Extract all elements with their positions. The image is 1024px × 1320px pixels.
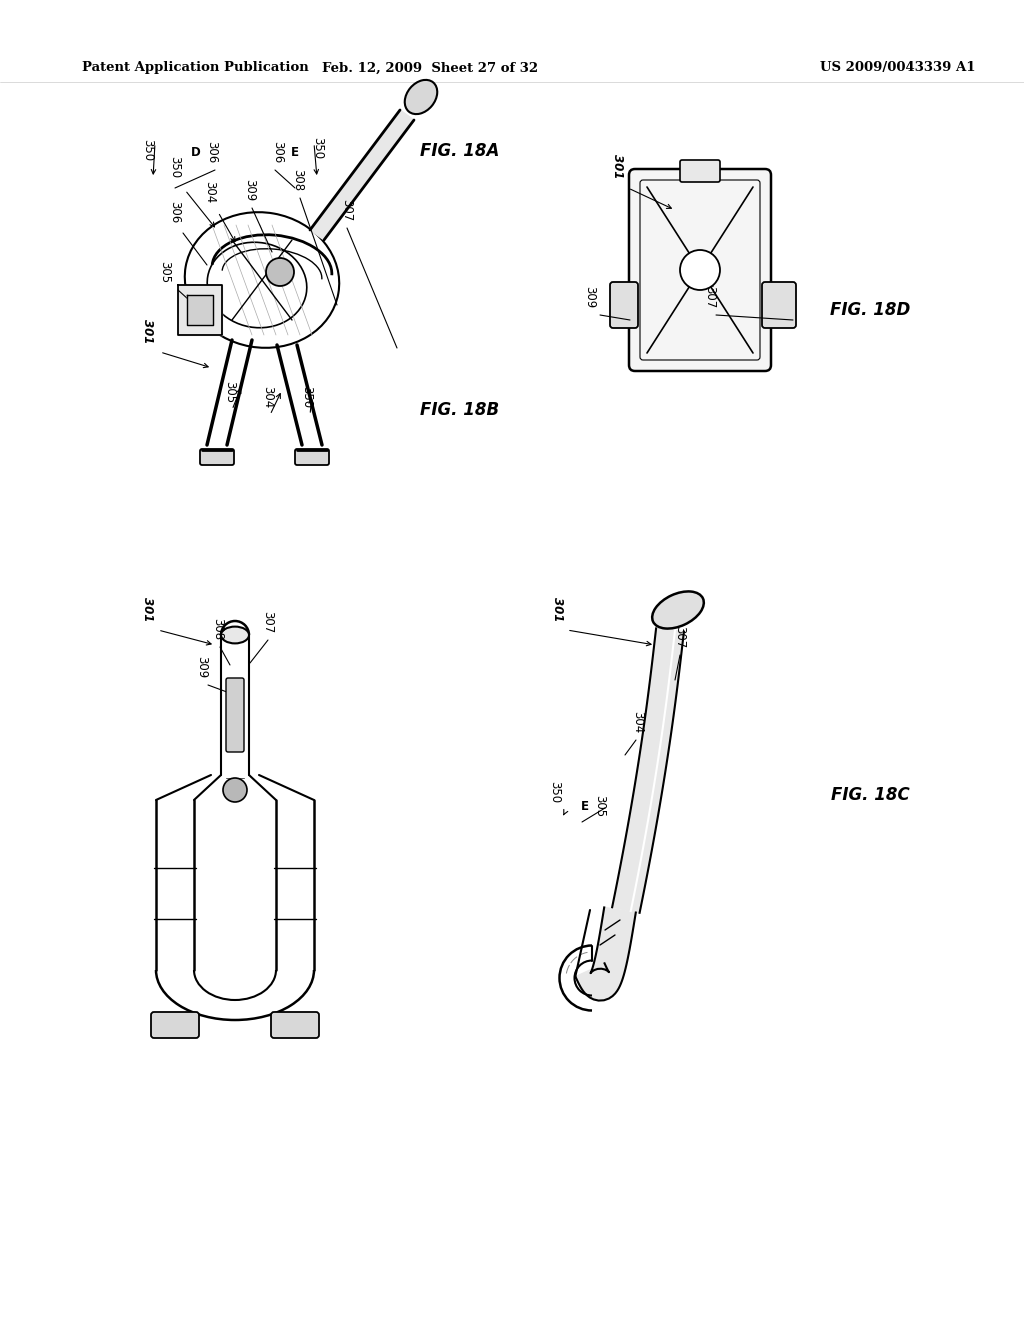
Text: FIG. 18D: FIG. 18D: [829, 301, 910, 319]
FancyBboxPatch shape: [226, 678, 244, 752]
Text: 301: 301: [141, 318, 155, 343]
Polygon shape: [178, 285, 222, 335]
Text: 301: 301: [611, 153, 625, 178]
Text: 309: 309: [244, 178, 256, 201]
Text: 350: 350: [311, 137, 325, 158]
Text: E: E: [291, 147, 299, 158]
Text: 350: 350: [549, 781, 561, 803]
FancyBboxPatch shape: [151, 1012, 199, 1038]
FancyBboxPatch shape: [295, 449, 329, 465]
Text: FIG. 18B: FIG. 18B: [421, 401, 500, 418]
Text: 309: 309: [196, 656, 209, 678]
Text: 307: 307: [674, 626, 686, 648]
Text: FIG. 18C: FIG. 18C: [830, 785, 909, 804]
Text: 308: 308: [212, 618, 224, 640]
Text: US 2009/0043339 A1: US 2009/0043339 A1: [820, 62, 976, 74]
Text: 350: 350: [141, 139, 155, 161]
Text: 307: 307: [341, 199, 353, 220]
FancyBboxPatch shape: [271, 1012, 319, 1038]
Text: 305: 305: [223, 381, 237, 403]
Circle shape: [266, 257, 294, 286]
Text: 350: 350: [169, 156, 181, 178]
Ellipse shape: [652, 591, 703, 628]
Text: 308: 308: [292, 169, 304, 191]
Text: Feb. 12, 2009  Sheet 27 of 32: Feb. 12, 2009 Sheet 27 of 32: [322, 62, 538, 74]
FancyBboxPatch shape: [680, 160, 720, 182]
Text: 304: 304: [261, 385, 274, 408]
Text: 304: 304: [632, 710, 644, 733]
Polygon shape: [310, 110, 414, 240]
Text: E: E: [581, 800, 589, 813]
Circle shape: [223, 777, 247, 803]
Text: 301: 301: [551, 597, 563, 620]
Text: 301: 301: [141, 597, 155, 620]
Ellipse shape: [404, 81, 437, 114]
Text: Patent Application Publication: Patent Application Publication: [82, 62, 309, 74]
Text: 307: 307: [703, 285, 717, 308]
Text: 305: 305: [594, 795, 606, 817]
Text: 307: 307: [261, 611, 274, 634]
Polygon shape: [187, 294, 213, 325]
Text: 306: 306: [271, 141, 285, 162]
Text: D: D: [191, 147, 201, 158]
Polygon shape: [575, 907, 636, 1001]
Polygon shape: [612, 628, 684, 913]
Circle shape: [680, 249, 720, 290]
Text: 306: 306: [169, 201, 181, 223]
FancyBboxPatch shape: [762, 282, 796, 327]
Text: 305: 305: [159, 261, 171, 282]
Text: 304: 304: [204, 181, 216, 203]
FancyBboxPatch shape: [629, 169, 771, 371]
Text: 306: 306: [206, 141, 218, 162]
Text: FIG. 18A: FIG. 18A: [420, 143, 500, 160]
Text: 309: 309: [584, 285, 597, 308]
Text: 350: 350: [300, 385, 313, 408]
FancyBboxPatch shape: [610, 282, 638, 327]
Ellipse shape: [221, 627, 249, 643]
FancyBboxPatch shape: [200, 449, 234, 465]
